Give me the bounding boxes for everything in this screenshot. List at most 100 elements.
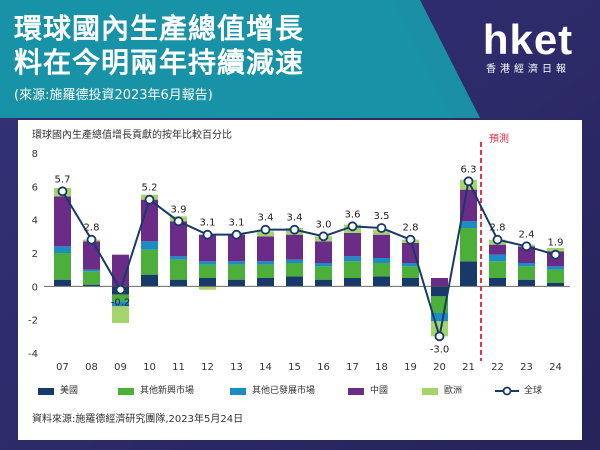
data-label: -0.2 — [111, 298, 131, 309]
bar-segment — [460, 261, 477, 287]
bar-segment — [228, 279, 245, 287]
hket-logo-subtext: 香港經濟日報 — [486, 64, 570, 75]
global-point — [173, 216, 184, 227]
legend-marker-global — [495, 386, 519, 396]
chart-source: 資料來源:施羅德經濟研究團隊,2023年5月24日 — [32, 414, 244, 425]
y-tick-label: 6 — [32, 182, 38, 193]
bar-segment — [431, 313, 448, 322]
bar-segment — [489, 244, 506, 255]
bar-segment — [431, 286, 448, 297]
x-tick-label: 07 — [56, 362, 69, 373]
headline-subtitle: (來源:施羅德投資2023年6月報告) — [14, 88, 213, 103]
data-label: 3.9 — [171, 204, 187, 215]
bar-segment — [170, 221, 187, 257]
x-tick-label: 16 — [317, 362, 330, 373]
global-point — [57, 186, 68, 197]
bar-segment — [199, 234, 216, 262]
global-point — [260, 224, 271, 235]
data-label: 1.9 — [548, 238, 564, 249]
global-point — [376, 223, 387, 233]
bar-segment — [83, 271, 100, 285]
bar-segment — [170, 279, 187, 287]
bar-segment — [228, 264, 245, 280]
hket-logo: hket — [482, 16, 574, 63]
bar-segment — [141, 274, 158, 287]
y-tick-label: -4 — [28, 349, 38, 360]
bar-segment — [489, 261, 506, 278]
legend-label-usa: 美國 — [60, 386, 79, 396]
bar-segment — [460, 189, 477, 222]
data-label: 3.6 — [345, 209, 361, 220]
global-point — [231, 229, 242, 240]
bar-segment — [547, 248, 564, 252]
bar-segment — [54, 196, 71, 247]
data-label: 5.7 — [55, 174, 71, 185]
global-point — [550, 249, 561, 260]
chart-card: -4 -2 0 2 4 6 8 07 08 09 10 11 12 13 14 15 16 17 18 19 20 21 2… — [18, 120, 582, 440]
legend-label-other-developed: 其他已發展市場 — [252, 386, 316, 396]
bar-segment — [518, 263, 535, 267]
data-label: 3.0 — [316, 219, 332, 230]
bar-segment — [344, 278, 361, 287]
global-point — [463, 176, 474, 187]
bar-segment — [315, 241, 332, 263]
x-tick-label: 11 — [172, 362, 185, 373]
legend-swatch-usa — [38, 388, 54, 395]
x-tick-label: 24 — [549, 362, 562, 373]
bar-segment — [402, 263, 419, 267]
bar-segment — [547, 266, 564, 270]
bar-segment — [54, 246, 71, 253]
x-tick-label: 14 — [259, 362, 272, 373]
bar-segment — [402, 243, 419, 263]
x-tick-label: 22 — [491, 362, 504, 373]
legend-label-europe: 歐洲 — [444, 386, 463, 396]
global-line — [61, 178, 556, 337]
bar-segment — [199, 264, 216, 278]
headline-line-2: 料在今明兩年持續減速 — [14, 46, 305, 79]
bar-segment — [489, 254, 506, 262]
headline-line-1: 環球國內生產總值增長 — [14, 12, 305, 45]
x-tick-label: 12 — [201, 362, 214, 373]
data-label: -3.0 — [430, 344, 450, 355]
bar-segment — [286, 234, 303, 260]
bar-segment — [199, 261, 216, 265]
global-point — [347, 221, 358, 232]
bar-segment — [228, 234, 245, 262]
legend-label-china: 中國 — [370, 386, 389, 396]
bar-segment — [112, 301, 129, 307]
x-tick-label: 20 — [433, 362, 446, 373]
bar-segment — [112, 294, 129, 302]
bar-segment — [373, 276, 390, 287]
data-label: 2.4 — [519, 229, 535, 240]
bar-segment — [83, 269, 100, 272]
legend-swatch-other-developed — [230, 388, 246, 395]
y-tick-label: 8 — [32, 149, 38, 160]
bar-segment — [344, 256, 361, 262]
global-point — [521, 241, 532, 252]
data-label: 2.8 — [490, 223, 506, 234]
bar-segment — [112, 306, 129, 323]
data-label: 2.8 — [84, 223, 100, 234]
x-tick-label: 15 — [288, 362, 301, 373]
bar-segment — [286, 276, 303, 287]
legend-swatch-other-emerging — [118, 388, 134, 395]
bar-segment — [141, 241, 158, 250]
legend-label-global: 全球 — [524, 386, 543, 396]
bar-segment — [547, 269, 564, 283]
bar-segment — [170, 256, 187, 260]
bar-segment — [547, 283, 564, 287]
bar-segment — [402, 266, 419, 278]
y-tick-label: 2 — [32, 249, 38, 260]
bar-segment — [518, 279, 535, 287]
x-tick-label: 09 — [114, 362, 127, 373]
bar-segment — [257, 261, 274, 265]
bar-segment — [83, 284, 100, 287]
forecast-label: 預測 — [489, 132, 509, 145]
bar-segment — [431, 278, 448, 287]
bar-segment — [199, 278, 216, 287]
data-label: 6.3 — [461, 164, 477, 175]
data-label: 5.2 — [142, 183, 158, 194]
x-tick-label: 19 — [404, 362, 417, 373]
global-point — [492, 234, 503, 245]
